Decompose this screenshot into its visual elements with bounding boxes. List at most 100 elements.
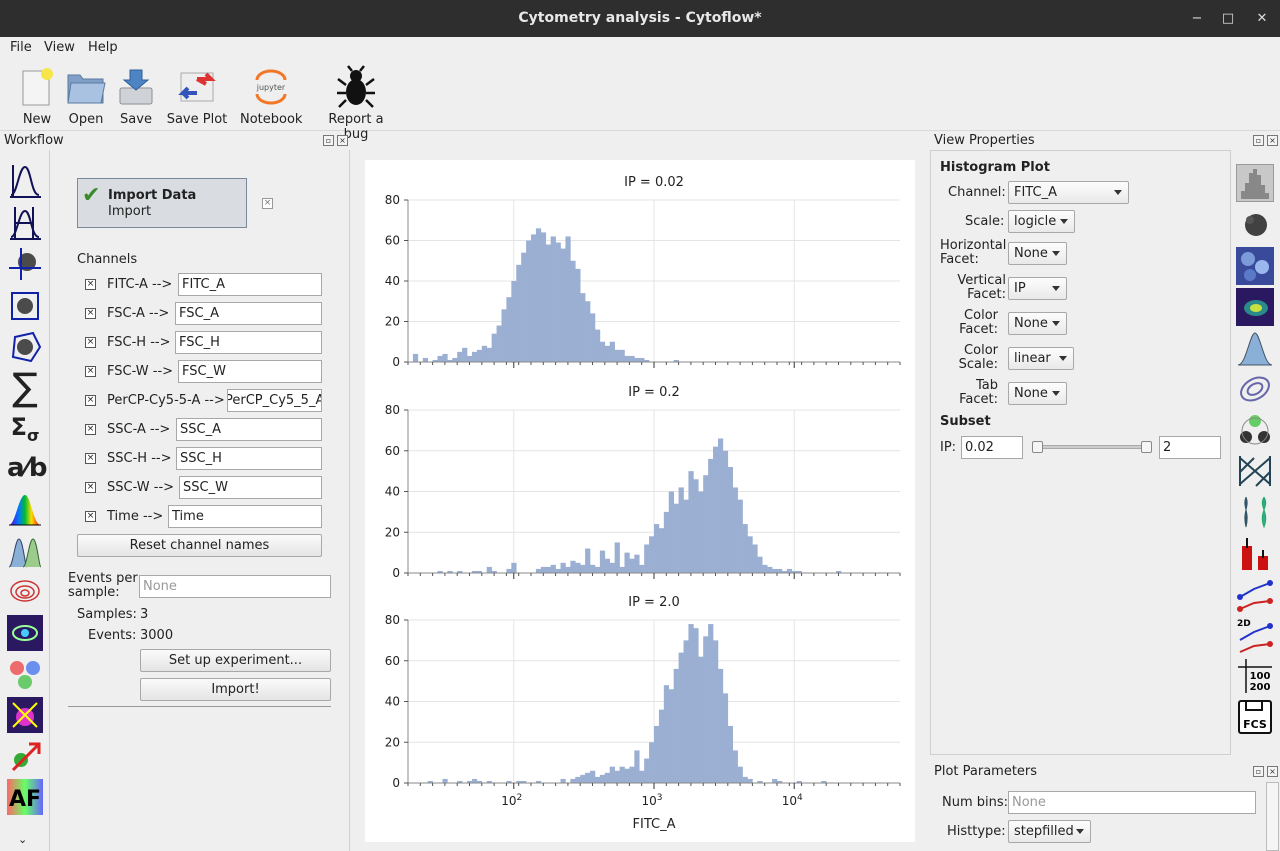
histogram-bar <box>545 566 551 573</box>
channel-rename-input[interactable]: SSC_W <box>179 476 322 499</box>
histtype-select[interactable]: stepfilled <box>1008 820 1091 843</box>
histogram-bar <box>796 570 802 573</box>
remove-op-icon[interactable]: × <box>262 198 273 209</box>
tab-facet-select[interactable]: None <box>1008 382 1067 405</box>
notebook-button[interactable]: jupyter Notebook <box>240 63 302 127</box>
facet-title: IP = 2.0 <box>628 595 680 610</box>
spectral-op-icon[interactable] <box>7 491 43 527</box>
maximize-button[interactable]: □ <box>1221 11 1235 26</box>
horizontal-facet-select[interactable]: None <box>1008 242 1067 265</box>
tasbe-op-icon[interactable] <box>7 738 43 774</box>
workflow-float-icon[interactable]: ▫ <box>323 135 334 146</box>
table-view-icon[interactable]: 100 200 <box>1236 657 1274 695</box>
channel-rename-input[interactable]: Time <box>168 505 322 528</box>
quad-op-icon[interactable] <box>7 246 43 282</box>
ip-min-input[interactable]: 0.02 <box>961 436 1023 459</box>
save-button[interactable]: Save <box>115 63 157 127</box>
stats1d-view-icon[interactable] <box>1236 575 1274 613</box>
parallel-coords-view-icon[interactable] <box>1236 452 1274 490</box>
reset-channel-names-button[interactable]: Reset channel names <box>77 534 322 557</box>
channel-rename-input[interactable]: SSC_A <box>176 418 322 441</box>
histogram-bar <box>594 329 601 362</box>
events-value: 3000 <box>140 628 174 643</box>
minimize-button[interactable]: − <box>1191 11 1203 26</box>
channel-rename-input[interactable]: FITC_A <box>178 273 322 296</box>
channel-rename-input[interactable]: FSC_A <box>175 302 322 325</box>
histogram-view-icon[interactable] <box>1236 164 1274 202</box>
menu-view[interactable]: View <box>44 40 75 55</box>
setup-experiment-button[interactable]: Set up experiment... <box>140 649 331 672</box>
densityplot-view-icon[interactable] <box>1236 288 1274 326</box>
channel-remove-icon[interactable]: × <box>85 366 96 377</box>
bar-chart-view-icon[interactable] <box>1236 534 1274 572</box>
ip-slider-min-handle[interactable] <box>1032 441 1043 453</box>
new-button[interactable]: New <box>18 63 56 127</box>
polygon-op-icon[interactable] <box>7 329 43 365</box>
pca-op-icon[interactable] <box>7 697 43 733</box>
channel-remove-icon[interactable]: × <box>85 482 96 493</box>
channel-remove-icon[interactable]: × <box>85 424 96 435</box>
ip-max-input[interactable]: 2 <box>1159 436 1221 459</box>
ip-slider-max-handle[interactable] <box>1141 441 1152 453</box>
open-button[interactable]: Open <box>64 63 108 127</box>
channel-select[interactable]: FITC_A <box>1008 181 1129 204</box>
more-ops-chevron-icon[interactable]: ⌄ <box>18 833 28 846</box>
ratio-op-icon[interactable]: a⁄b <box>7 453 48 483</box>
range-op-icon[interactable] <box>7 205 43 241</box>
import-op-card[interactable]: ✔ Import Data Import <box>77 178 247 228</box>
events-per-sample-input[interactable]: None <box>139 575 331 598</box>
channel-rename-input[interactable]: SSC_H <box>176 447 322 470</box>
import-button[interactable]: Import! <box>140 678 331 701</box>
violin-view-icon[interactable] <box>1236 493 1274 531</box>
kmeans-op-icon[interactable] <box>7 615 43 651</box>
channel-remove-icon[interactable]: × <box>85 337 96 348</box>
scrollbar[interactable] <box>1266 782 1279 851</box>
histogram-bar <box>590 313 596 362</box>
color-facet-select[interactable]: None <box>1008 312 1067 335</box>
histogram-bar <box>722 693 729 783</box>
threshold-op-icon[interactable] <box>7 163 43 199</box>
channel-remove-icon[interactable]: × <box>85 279 96 290</box>
report-bug-button[interactable]: Report a bug <box>314 63 398 142</box>
transform-stat-op-icon[interactable]: Σσ <box>10 413 40 445</box>
flowpeaks-op-icon[interactable] <box>7 656 43 692</box>
channel-rename-input[interactable]: FSC_H <box>175 331 322 354</box>
scatterplot-view-icon[interactable] <box>1236 206 1274 244</box>
channel-remove-icon[interactable]: × <box>85 308 96 319</box>
kde2d-view-icon[interactable] <box>1236 370 1274 408</box>
vertical-facet-select[interactable]: IP <box>1008 277 1067 300</box>
scale-select[interactable]: logicle <box>1008 210 1075 233</box>
hexbin-view-icon[interactable] <box>1236 247 1274 285</box>
plot-parameters-float-icon[interactable]: ▫ <box>1253 766 1264 777</box>
color-scale-select[interactable]: linear <box>1008 347 1074 370</box>
workflow-close-icon[interactable]: × <box>337 135 348 146</box>
facet-title: IP = 0.2 <box>628 385 680 400</box>
sum-stat-op-icon[interactable]: ∑ <box>12 365 38 409</box>
close-button[interactable]: ✕ <box>1256 11 1268 26</box>
channel-remove-icon[interactable]: × <box>85 453 96 464</box>
channel-remove-icon[interactable]: × <box>85 511 96 522</box>
menu-file[interactable]: File <box>10 40 32 55</box>
y-tick-label: 60 <box>385 234 400 248</box>
export-fcs-view-icon[interactable]: FCS <box>1236 698 1274 736</box>
view-properties-float-icon[interactable]: ▫ <box>1253 135 1264 146</box>
violin-cluster-view-icon[interactable] <box>1236 411 1274 449</box>
histogram-bar <box>634 554 640 573</box>
gaussian-mixture-op-icon[interactable] <box>7 533 43 569</box>
view-properties-close-icon[interactable]: × <box>1267 135 1278 146</box>
autofluorescence-op-icon[interactable]: AF <box>7 779 43 815</box>
menu-help[interactable]: Help <box>88 40 118 55</box>
range2d-op-icon[interactable] <box>7 288 43 324</box>
stats2d-view-icon[interactable]: 2D <box>1236 616 1274 654</box>
kde-view-icon[interactable] <box>1236 329 1274 367</box>
ip-range-slider[interactable] <box>1037 445 1149 449</box>
histogram-bar <box>678 487 684 573</box>
plot-parameters-close-icon[interactable]: × <box>1267 766 1278 777</box>
channel-rename-input[interactable]: PerCP_Cy5_5_A <box>227 389 322 412</box>
density-gate-op-icon[interactable] <box>7 573 43 609</box>
channel-rename-input[interactable]: FSC_W <box>178 360 322 383</box>
histogram-bar <box>467 780 473 783</box>
save-plot-button[interactable]: Save Plot <box>166 63 228 127</box>
channel-remove-icon[interactable]: × <box>85 395 96 406</box>
num-bins-input[interactable]: None <box>1008 791 1256 814</box>
